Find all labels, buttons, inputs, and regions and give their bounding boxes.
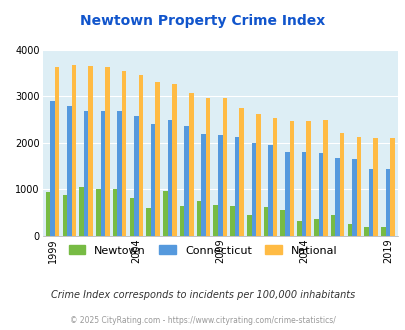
Bar	[380, 227, 385, 236]
Bar	[79, 186, 84, 236]
Bar	[296, 221, 301, 236]
Bar	[363, 227, 368, 236]
Bar	[251, 143, 256, 236]
Bar	[230, 206, 234, 236]
Bar	[368, 169, 373, 236]
Bar	[167, 120, 172, 236]
Bar	[313, 219, 318, 236]
Bar	[113, 189, 117, 236]
Bar	[196, 201, 201, 236]
Bar	[222, 98, 226, 236]
Bar	[289, 121, 293, 236]
Text: Newtown Property Crime Index: Newtown Property Crime Index	[80, 15, 325, 28]
Legend: Newtown, Connecticut, National: Newtown, Connecticut, National	[64, 241, 341, 260]
Bar	[50, 101, 55, 236]
Bar	[263, 207, 268, 236]
Bar	[356, 137, 360, 236]
Bar	[234, 137, 239, 236]
Bar	[163, 191, 167, 236]
Bar	[134, 116, 139, 236]
Bar	[129, 198, 134, 236]
Text: © 2025 CityRating.com - https://www.cityrating.com/crime-statistics/: © 2025 CityRating.com - https://www.city…	[70, 316, 335, 325]
Bar	[351, 159, 356, 236]
Bar	[117, 111, 121, 236]
Bar	[305, 121, 310, 236]
Bar	[318, 153, 322, 236]
Bar	[347, 224, 351, 236]
Bar	[179, 206, 184, 236]
Bar	[72, 65, 76, 236]
Bar	[272, 118, 277, 236]
Bar	[339, 133, 343, 236]
Bar	[217, 135, 222, 236]
Bar	[189, 93, 193, 236]
Bar	[205, 97, 210, 236]
Bar	[268, 145, 272, 236]
Bar	[246, 215, 251, 236]
Bar	[62, 195, 67, 236]
Bar	[280, 210, 284, 236]
Bar	[385, 169, 389, 236]
Bar	[67, 106, 72, 236]
Bar	[88, 66, 93, 236]
Bar	[105, 67, 109, 236]
Text: Crime Index corresponds to incidents per 100,000 inhabitants: Crime Index corresponds to incidents per…	[51, 290, 354, 300]
Bar	[151, 124, 155, 236]
Bar	[55, 67, 59, 236]
Bar	[122, 71, 126, 236]
Bar	[172, 84, 176, 236]
Bar	[239, 108, 243, 236]
Bar	[184, 126, 189, 236]
Bar	[139, 75, 143, 236]
Bar	[335, 158, 339, 236]
Bar	[46, 192, 50, 236]
Bar	[373, 138, 377, 236]
Bar	[213, 205, 217, 236]
Bar	[301, 152, 305, 236]
Bar	[155, 82, 160, 236]
Bar	[256, 114, 260, 236]
Bar	[330, 215, 335, 236]
Bar	[322, 120, 327, 236]
Bar	[201, 134, 205, 236]
Bar	[284, 152, 289, 236]
Bar	[146, 208, 151, 236]
Bar	[389, 138, 394, 236]
Bar	[96, 189, 100, 236]
Bar	[84, 111, 88, 236]
Bar	[100, 111, 105, 236]
